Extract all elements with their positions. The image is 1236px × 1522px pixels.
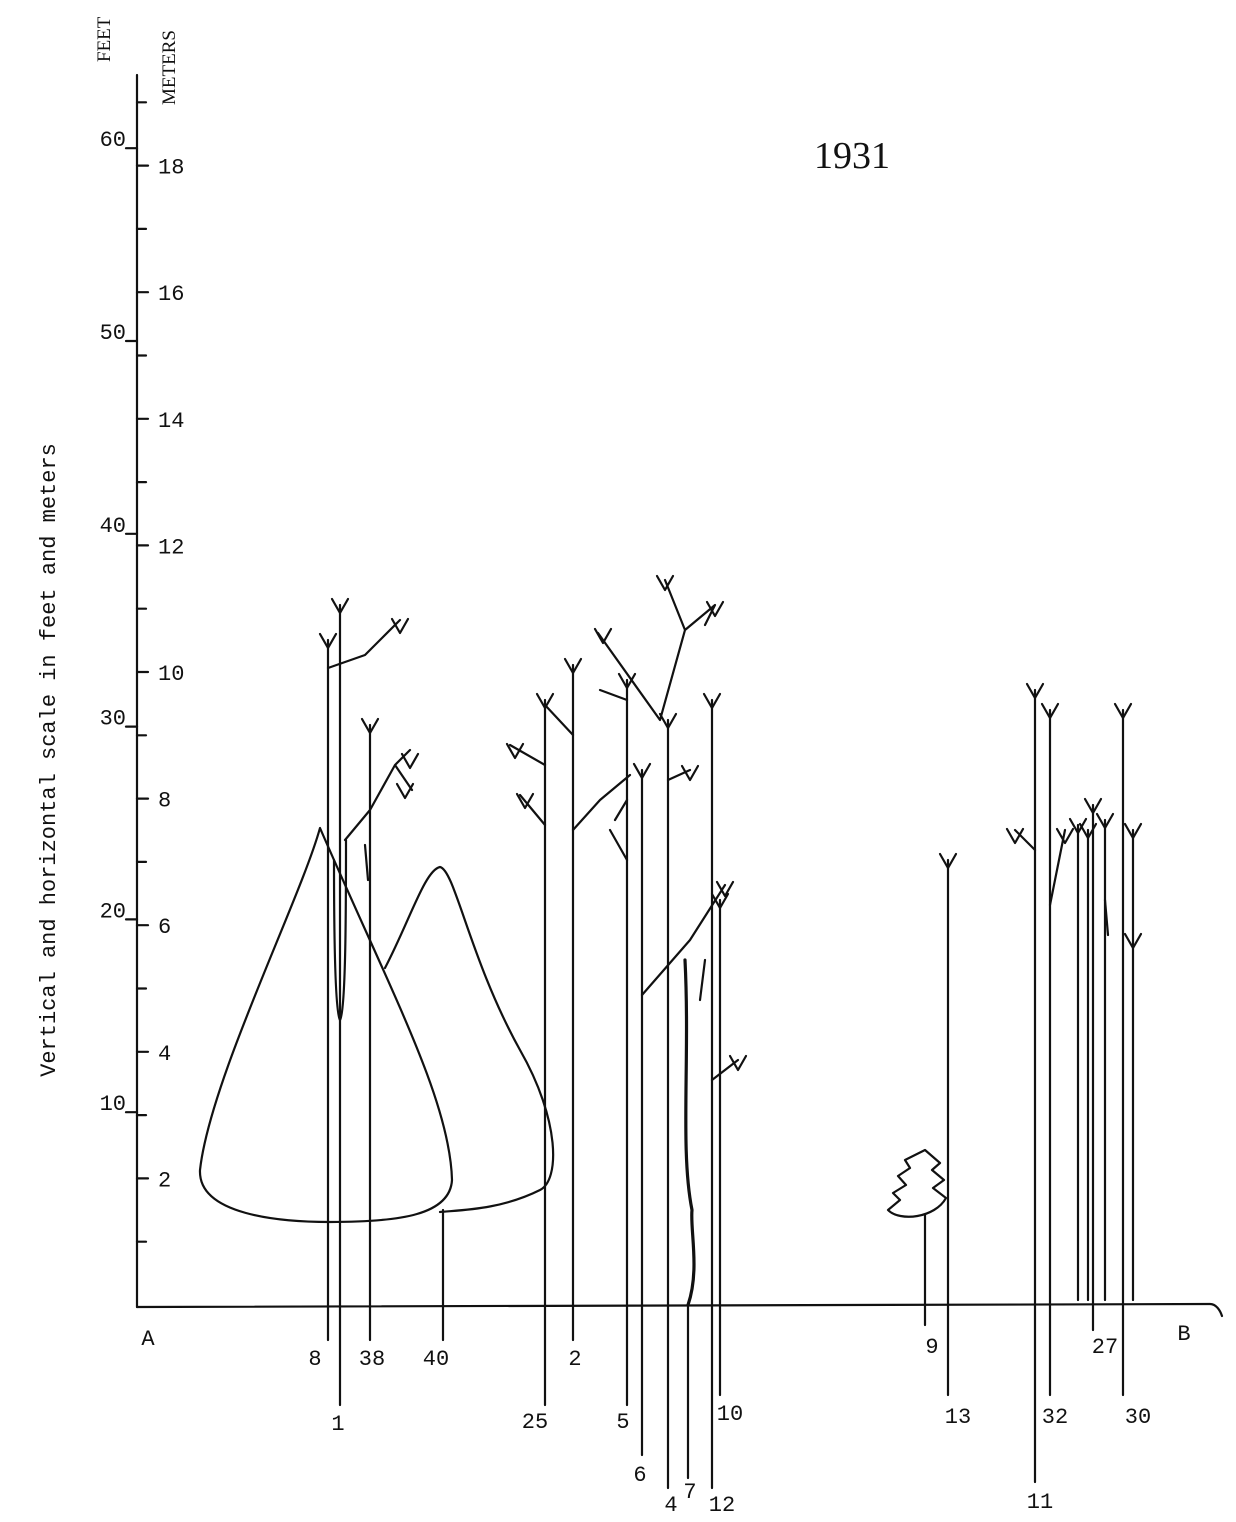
meters-tick-label: 2	[158, 1168, 171, 1193]
tree-number: 5	[616, 1410, 629, 1435]
tree-number: 32	[1042, 1405, 1068, 1430]
branch-tip	[395, 782, 415, 800]
branch-tip	[318, 632, 338, 650]
meters-tick-label: 10	[158, 662, 184, 687]
branch-tip	[505, 742, 525, 760]
feet-tick-label: 40	[100, 514, 126, 539]
branch-tip	[1025, 682, 1045, 700]
branch-tip	[1113, 702, 1133, 720]
branch-tip	[728, 1054, 748, 1072]
branch-tip	[1123, 822, 1143, 840]
tree-number: 6	[633, 1463, 646, 1488]
feet-tick-label: 30	[100, 707, 126, 732]
tree-crown	[383, 865, 555, 1214]
branch-tip	[710, 892, 730, 910]
tree-number: 30	[1125, 1405, 1151, 1430]
meters-tick-label: 12	[158, 535, 184, 560]
meters-tick-label: 8	[158, 789, 171, 814]
branch-tip	[1005, 827, 1025, 845]
branch-tip	[1083, 797, 1103, 815]
tree-number: 27	[1092, 1335, 1118, 1360]
trunk	[683, 958, 696, 1307]
tree-number: 25	[522, 1410, 548, 1435]
meters-label: METERS	[159, 30, 180, 105]
tree-number: 1	[331, 1412, 344, 1437]
meters-tick-label: 16	[158, 282, 184, 307]
branch-tip	[938, 852, 958, 870]
tree-number: 7	[683, 1480, 696, 1505]
branches	[326, 578, 1110, 1082]
tree-number: 2	[568, 1347, 581, 1372]
branch-tip	[705, 600, 725, 618]
branch-tip	[632, 762, 652, 780]
feet-label: FEET	[94, 16, 115, 62]
tree-number: 38	[359, 1347, 385, 1372]
branch-tip	[360, 717, 380, 735]
tree-number: 8	[308, 1347, 321, 1372]
tree-number: 13	[945, 1405, 971, 1430]
branch-tip	[680, 764, 700, 782]
tree-number: 40	[423, 1347, 449, 1372]
branch-tip	[1040, 702, 1060, 720]
branch-tip	[702, 692, 722, 710]
meters-tick-label: 18	[158, 156, 184, 181]
feet-tick-label: 10	[100, 1092, 126, 1117]
branch-tip	[1123, 932, 1143, 950]
branch-tip	[535, 692, 555, 710]
side-label: Vertical and horizontal scale in feet an…	[37, 443, 62, 1077]
feet-tick-label: 50	[100, 321, 126, 346]
branch-tip	[593, 627, 613, 645]
meters-tick-label: 6	[158, 915, 171, 940]
tree-crown	[198, 826, 454, 1224]
feet-tick-label: 60	[100, 128, 126, 153]
branch-tip	[515, 792, 535, 810]
tree-number: 4	[664, 1493, 677, 1518]
branch-tip	[1055, 827, 1075, 845]
branch-tip	[1095, 812, 1115, 830]
point-a: A	[141, 1327, 155, 1352]
branch-tip	[1068, 817, 1088, 835]
point-b: B	[1177, 1322, 1190, 1347]
branch-tip	[715, 880, 735, 898]
branch-tip	[400, 752, 420, 770]
tree-number: 11	[1027, 1490, 1053, 1515]
feet-tick-label: 20	[100, 899, 126, 924]
small-conifer	[886, 1148, 948, 1218]
tree-number: 10	[717, 1402, 743, 1427]
meters-tick-label: 14	[158, 409, 184, 434]
branch-tip	[655, 574, 675, 592]
branch-tip	[617, 672, 637, 690]
branch-tip	[390, 617, 410, 635]
tree-number: 9	[925, 1335, 938, 1360]
branch-tip	[330, 597, 350, 615]
meters-tick-label: 4	[158, 1042, 171, 1067]
year-title: 1931	[814, 135, 890, 177]
branch-tip	[1078, 822, 1098, 840]
branch-tip	[658, 712, 678, 730]
tree-number: 12	[709, 1493, 735, 1518]
ground-line	[135, 1302, 1224, 1318]
branch-tip	[563, 657, 583, 675]
